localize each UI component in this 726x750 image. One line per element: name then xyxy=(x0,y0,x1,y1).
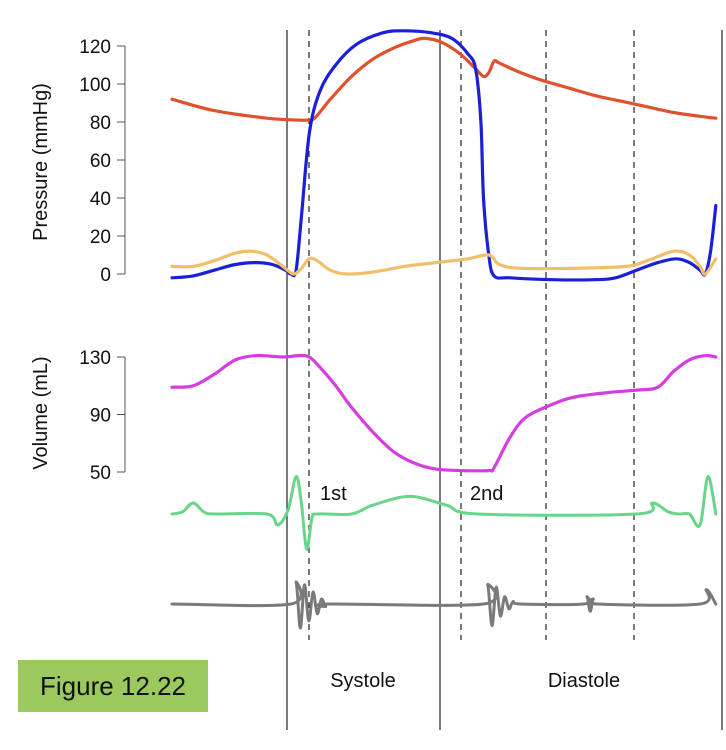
volume-curve-0 xyxy=(170,353,718,473)
pressure-curve-2 xyxy=(170,249,718,276)
y-tick-label: 80 xyxy=(90,113,111,134)
pressure-axis-title: Pressure (mmHg) xyxy=(30,83,52,241)
y-tick-label: 60 xyxy=(90,151,111,172)
y-tick-label: 90 xyxy=(90,406,111,427)
pressure-ticks: 0 20 40 60 80 100 120 xyxy=(79,37,125,286)
y-tick-label: 0 xyxy=(100,265,111,286)
second-heart-sound-label: 2nd xyxy=(470,483,503,505)
volume-ticks: 50 90 130 xyxy=(79,348,125,484)
diastole-label: Diastole xyxy=(548,670,620,692)
figure-label-badge: Figure 12.22 xyxy=(18,660,208,712)
y-tick-label: 50 xyxy=(90,463,111,484)
y-tick-label: 120 xyxy=(79,37,111,58)
volume-axis: 50 90 130 Volume (mL) xyxy=(30,348,126,484)
y-tick-label: 40 xyxy=(90,189,111,210)
pressure-axis: 0 20 40 60 80 100 120 Pressure (mmHg) xyxy=(30,37,126,286)
ecg-curve-0 xyxy=(170,475,718,551)
figure-label-text: Figure 12.22 xyxy=(40,670,186,701)
volume-axis-title: Volume (mL) xyxy=(30,356,52,469)
y-tick-label: 20 xyxy=(90,227,111,248)
y-tick-label: 130 xyxy=(79,348,111,369)
y-tick-label: 100 xyxy=(79,75,111,96)
phase-lines xyxy=(286,30,723,730)
systole-label: Systole xyxy=(330,670,396,692)
curves xyxy=(170,29,718,630)
heart-sounds-curve-0 xyxy=(170,580,718,630)
first-heart-sound-label: 1st xyxy=(320,483,347,505)
